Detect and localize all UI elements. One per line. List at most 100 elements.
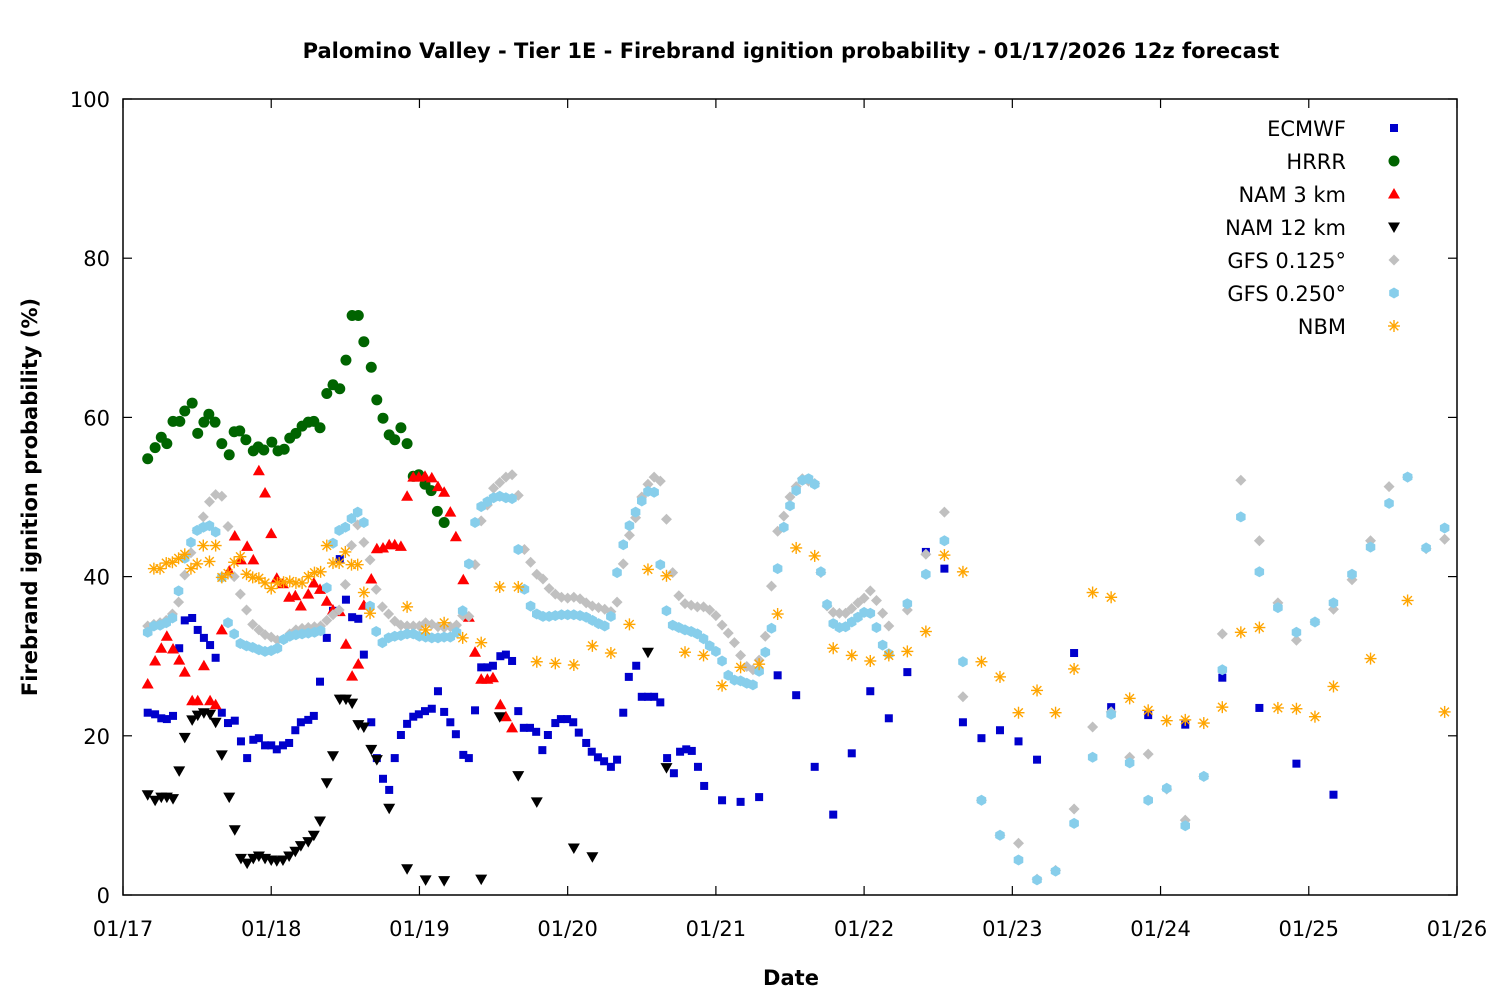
data-point-ecmwf xyxy=(451,730,460,739)
data-point-nbm xyxy=(549,657,562,670)
data-point-ecmwf xyxy=(682,745,691,754)
data-point-gfs-0-250 xyxy=(223,617,233,629)
data-point-gfs-0-250 xyxy=(921,568,931,580)
data-points xyxy=(141,310,1451,887)
data-point-ecmwf xyxy=(180,616,189,625)
data-point-ecmwf xyxy=(359,650,368,659)
data-point-gfs-0-250 xyxy=(760,646,771,658)
data-point-gfs-0-125 xyxy=(938,506,950,518)
data-point-ecmwf xyxy=(296,718,305,727)
legend-marker-hrrr xyxy=(1388,155,1400,167)
data-point-gfs-0-250 xyxy=(1347,568,1357,580)
data-point-nbm xyxy=(993,670,1006,683)
data-point-nam-12-km xyxy=(141,790,154,801)
data-point-nbm xyxy=(314,565,327,578)
data-point-gfs-0-250 xyxy=(371,626,381,637)
data-point-nbm xyxy=(530,655,543,668)
data-point-nam-12-km xyxy=(357,722,370,734)
data-point-nbm xyxy=(234,550,247,563)
data-point-ecmwf xyxy=(543,731,552,740)
data-point-nbm xyxy=(172,552,185,565)
data-point-hrrr xyxy=(371,394,383,406)
data-point-gfs-0-250 xyxy=(618,539,628,551)
y-tick-label: 0 xyxy=(97,884,110,908)
data-point-gfs-0-125 xyxy=(704,604,716,616)
data-point-nam-3-km xyxy=(167,643,180,654)
data-point-nam-12-km xyxy=(320,778,333,789)
data-point-nam-12-km xyxy=(294,841,307,852)
data-point-nam-12-km xyxy=(191,710,204,722)
data-point-nam-3-km xyxy=(431,480,444,492)
data-point-nam-12-km xyxy=(186,715,199,726)
data-point-nbm xyxy=(357,586,370,599)
data-point-gfs-0-125 xyxy=(234,588,246,600)
data-point-gfs-0-125 xyxy=(1290,634,1302,646)
data-point-nam-3-km xyxy=(469,646,482,657)
data-point-gfs-0-250 xyxy=(186,536,196,548)
data-point-gfs-0-125 xyxy=(537,573,549,585)
data-point-gfs-0-125 xyxy=(654,475,666,487)
x-tick-label: 01/17 xyxy=(93,917,154,941)
data-point-nam-12-km xyxy=(204,709,217,721)
data-point-ecmwf xyxy=(940,564,949,573)
data-point-gfs-0-250 xyxy=(1273,602,1283,614)
data-point-gfs-0-250 xyxy=(809,478,820,490)
data-point-gfs-0-125 xyxy=(506,469,518,481)
data-point-ecmwf xyxy=(309,711,318,720)
data-point-nam-3-km xyxy=(241,540,254,551)
data-point-ecmwf xyxy=(390,754,399,763)
x-tick-label: 01/19 xyxy=(389,917,450,941)
data-point-nam-12-km xyxy=(149,795,162,807)
data-point-nbm xyxy=(221,567,234,580)
series-ecmwf xyxy=(143,547,1338,819)
data-point-nbm xyxy=(623,618,636,631)
x-axis-label: Date xyxy=(763,966,819,990)
legend-marker-ecmwf xyxy=(1390,124,1398,132)
data-point-gfs-0-250 xyxy=(229,628,239,640)
data-point-gfs-0-125 xyxy=(321,614,333,626)
data-point-gfs-0-125 xyxy=(451,619,462,631)
data-point-hrrr xyxy=(223,449,235,461)
chart-title: Palomino Valley - Tier 1E - Firebrand ig… xyxy=(303,39,1280,63)
data-point-gfs-0-125 xyxy=(660,513,672,525)
data-point-nbm xyxy=(197,539,210,552)
data-point-nbm xyxy=(641,563,654,576)
legend-label: HRRR xyxy=(1286,150,1346,174)
data-point-nbm xyxy=(351,558,364,571)
data-point-nam-12-km xyxy=(530,797,543,808)
data-point-gfs-0-250 xyxy=(877,639,888,651)
data-point-gfs-0-125 xyxy=(1013,837,1025,849)
y-tick-label: 20 xyxy=(83,725,110,749)
data-point-hrrr xyxy=(334,383,346,395)
data-point-gfs-0-125 xyxy=(247,618,259,630)
y-axis-label: Firebrand ignition probability (%) xyxy=(18,298,42,696)
data-point-gfs-0-250 xyxy=(995,829,1005,841)
data-point-nbm xyxy=(475,636,488,649)
data-point-nam-3-km xyxy=(141,678,154,689)
data-point-gfs-0-125 xyxy=(488,482,500,494)
data-point-gfs-0-250 xyxy=(142,626,153,638)
data-point-hrrr xyxy=(401,438,413,450)
data-point-ecmwf xyxy=(958,718,967,727)
data-point-nam-3-km xyxy=(228,530,241,541)
data-point-gfs-0-250 xyxy=(600,620,610,632)
data-point-ecmwf xyxy=(304,715,313,724)
data-point-gfs-0-250 xyxy=(865,607,876,619)
data-point-nam-3-km xyxy=(449,530,462,542)
series-nbm xyxy=(147,539,1451,730)
series-nam-3-km xyxy=(141,464,519,733)
data-point-gfs-0-250 xyxy=(612,567,622,579)
data-point-nbm xyxy=(734,661,747,674)
data-point-gfs-0-250 xyxy=(210,526,221,538)
data-point-nam-3-km xyxy=(394,540,407,551)
data-point-nbm xyxy=(771,608,784,621)
data-point-nam-12-km xyxy=(178,732,191,744)
data-point-gfs-0-250 xyxy=(315,625,326,637)
data-point-ecmwf xyxy=(587,747,596,756)
data-point-gfs-0-125 xyxy=(673,590,685,602)
data-point-nam-3-km xyxy=(314,583,327,594)
data-point-ecmwf xyxy=(409,712,418,721)
data-point-gfs-0-250 xyxy=(1328,597,1339,609)
data-point-nbm xyxy=(203,555,216,568)
data-point-hrrr xyxy=(340,354,352,366)
